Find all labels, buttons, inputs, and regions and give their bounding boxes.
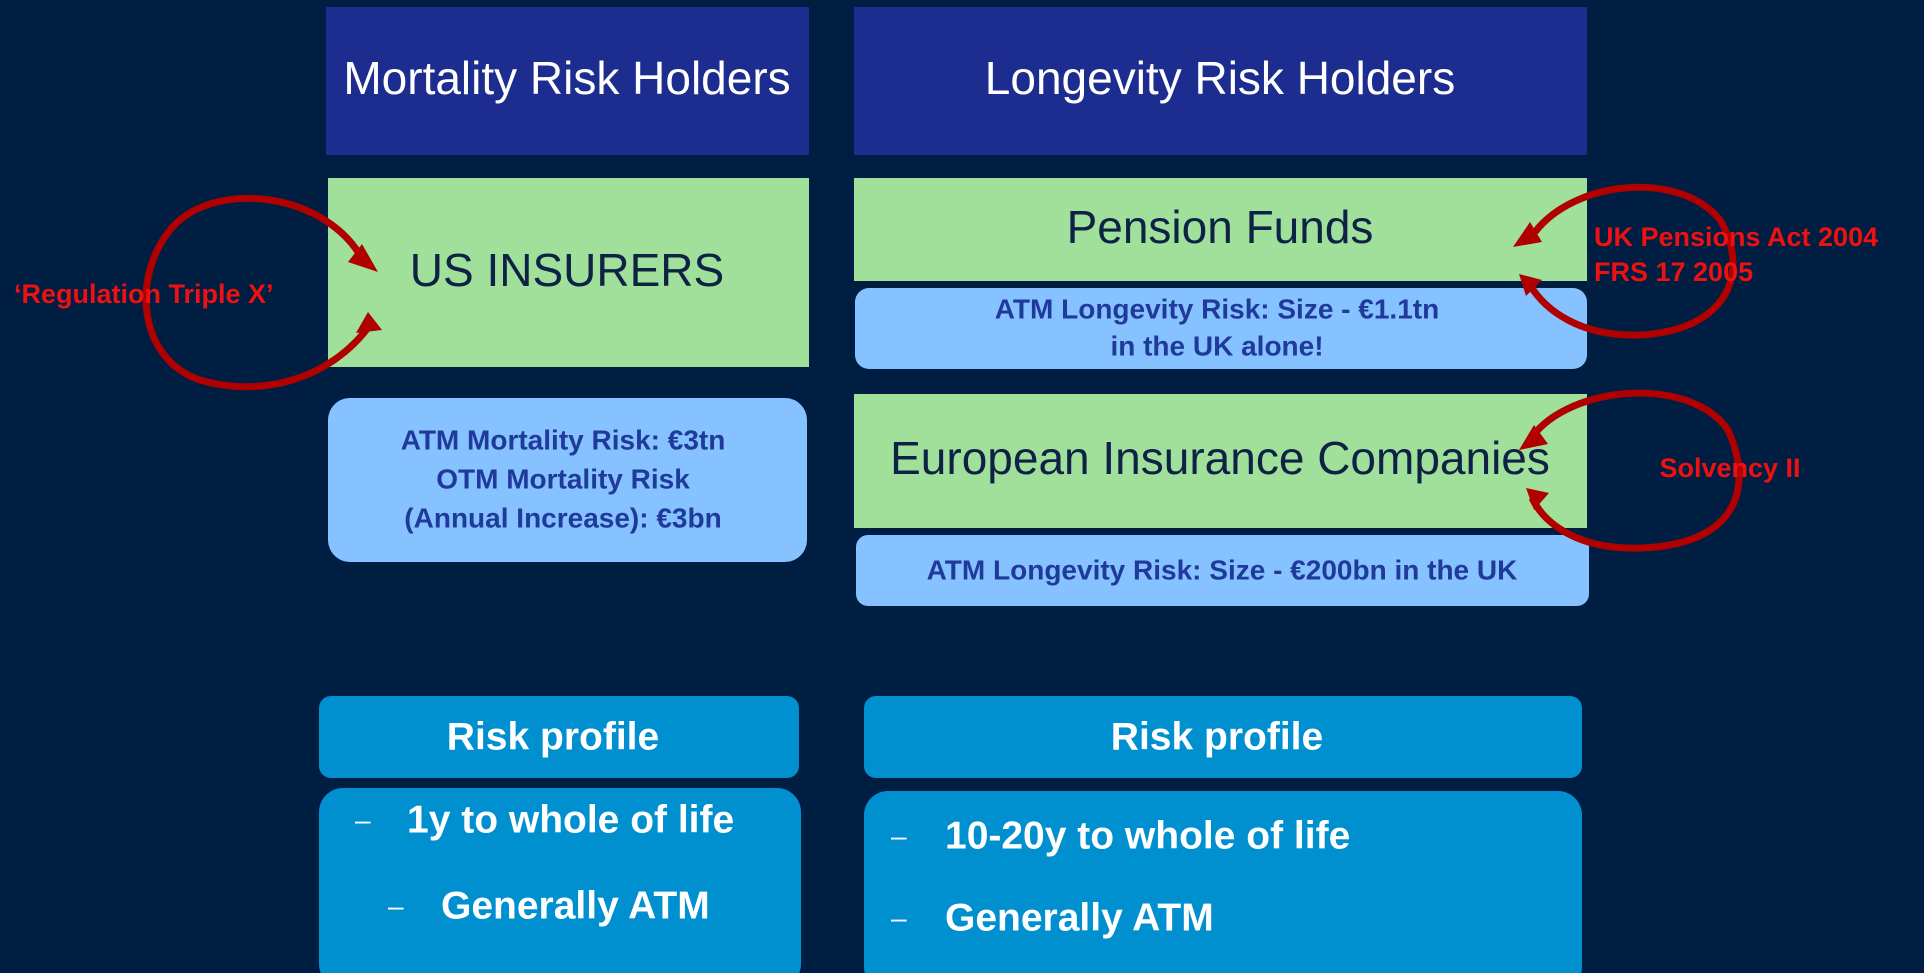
header: Mortality Risk Holders	[343, 52, 790, 104]
note: ATM Longevity Risk: Size - €1.1tn	[995, 293, 1439, 324]
holder-box	[328, 178, 809, 367]
bullet: –	[891, 902, 907, 933]
annotation: FRS 17 2005	[1594, 257, 1753, 287]
holder-box	[854, 178, 1587, 281]
cycle-arrow	[1526, 183, 1737, 339]
profile-title: Risk profile	[447, 715, 659, 758]
note: (Annual Increase): €3bn	[404, 502, 721, 533]
arrow-head	[1526, 488, 1549, 510]
note-box	[328, 398, 807, 562]
note-box	[855, 288, 1587, 369]
bullet: –	[891, 820, 907, 851]
profile-title: Risk profile	[1111, 715, 1323, 758]
profile-box	[319, 788, 801, 973]
profile-title-box	[319, 696, 799, 778]
profile-item: 10-20y to whole of life	[945, 814, 1350, 857]
profile-title-box	[864, 696, 1582, 778]
holder: European Insurance Companies	[890, 432, 1550, 484]
note: OTM Mortality Risk	[436, 463, 690, 494]
holder: Pension Funds	[1067, 201, 1374, 253]
profile-box	[864, 791, 1582, 973]
arrow-head	[1519, 425, 1548, 450]
note: in the UK alone!	[1110, 330, 1323, 361]
arrow-head	[1519, 274, 1542, 296]
profile-item: Generally ATM	[441, 884, 710, 927]
annotation: ‘Regulation Triple X’	[14, 279, 274, 309]
arrow-head	[1513, 222, 1542, 247]
profile-item: Generally ATM	[945, 896, 1214, 939]
cycle-arrow	[142, 194, 373, 391]
cycle-arrow	[1528, 389, 1743, 552]
header-box	[326, 7, 809, 155]
annotation: UK Pensions Act 2004	[1594, 222, 1878, 252]
bullet: –	[388, 890, 404, 921]
arrow-head	[356, 312, 382, 333]
bullet: –	[355, 804, 371, 835]
header-box	[854, 7, 1587, 155]
arrow-head	[348, 244, 378, 272]
profile-item: 1y to whole of life	[407, 798, 734, 841]
header: Longevity Risk Holders	[985, 52, 1455, 104]
holder: US INSURERS	[410, 244, 724, 296]
holder-box	[854, 394, 1587, 528]
annotation: Solvency II	[1659, 453, 1800, 483]
note-box	[856, 535, 1589, 606]
note: ATM Longevity Risk: Size - €200bn in the…	[927, 554, 1518, 585]
note: ATM Mortality Risk: €3tn	[401, 424, 726, 455]
